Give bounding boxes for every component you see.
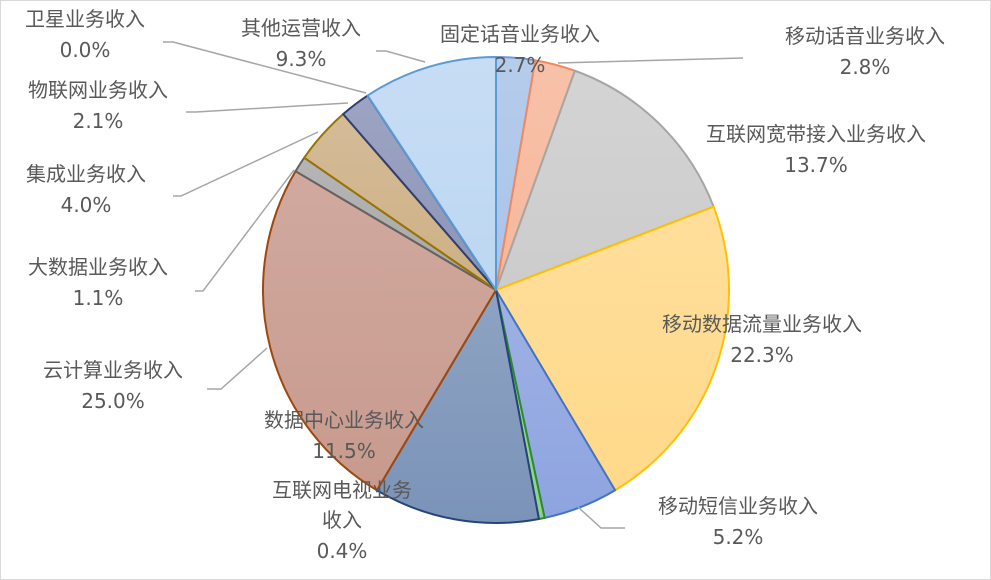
- slice-10-value-label: 4.0%: [61, 193, 112, 217]
- slice-4-wedge: [495, 205, 730, 492]
- slice-8-value-label: 25.0%: [81, 389, 145, 413]
- slice-10-category-label: 集成业务收入: [26, 162, 146, 186]
- slice-8-category-label: 云计算业务收入: [43, 358, 183, 382]
- slices-layer: [262, 56, 730, 524]
- slice-8-leader-line: [207, 347, 268, 390]
- slice-11-leader-line: [186, 102, 349, 113]
- slice-4-category-label: 移动数据流量业务收入: [662, 312, 862, 336]
- slice-9-category-label: 大数据业务收入: [28, 255, 168, 279]
- slice-2-category-label: 移动话音业务收入: [785, 24, 945, 48]
- slice-6-value-label: 0.4%: [317, 539, 368, 563]
- slice-7-wedge: [375, 289, 540, 524]
- labels-layer: 固定话音业务收入 2.7% 移动话音业务收入 2.8% 互联网宽带接入业务收入 13.7%…: [25, 7, 945, 563]
- slice-5-value-label: 5.2%: [713, 525, 764, 549]
- slice-5-category-label: 移动短信业务收入: [658, 494, 818, 518]
- slice-11-value-label: 2.1%: [73, 109, 124, 133]
- slice-7-value-label: 11.5%: [312, 439, 376, 463]
- slice-6-category-label: 收入: [322, 508, 362, 532]
- slice-13-leader-line: [376, 50, 426, 63]
- slice-1-value-label: 2.7%: [495, 53, 546, 77]
- slice-1-category-label: 固定话音业务收入: [440, 22, 600, 46]
- slice-9-value-label: 1.1%: [73, 286, 124, 310]
- slice-3-value-label: 13.7%: [784, 153, 848, 177]
- slice-3-wedge: [495, 69, 715, 291]
- slice-12-value-label: 0.0%: [60, 38, 111, 62]
- slice-7-category-label: 数据中心业务收入: [264, 408, 424, 432]
- slice-3-category-label: 互联网宽带接入业务收入: [706, 122, 926, 146]
- slice-13-category-label: 其他运营收入: [241, 16, 361, 40]
- slice-11-category-label: 物联网业务收入: [28, 78, 168, 102]
- slice-2-value-label: 2.8%: [840, 55, 891, 79]
- slice-5-leader-line: [577, 506, 625, 529]
- slice-10-leader-line: [173, 131, 319, 197]
- slice-8-wedge: [262, 170, 497, 492]
- slice-6-category-label: 互联网电视业务: [272, 478, 412, 502]
- leader-lines-layer: [163, 41, 744, 529]
- slice-12-category-label: 卫星业务收入: [25, 7, 145, 31]
- slice-9-leader-line: [195, 169, 295, 292]
- slice-13-value-label: 9.3%: [276, 47, 327, 71]
- slice-2-leader-line: [557, 57, 744, 64]
- slice-13-wedge: [366, 56, 497, 291]
- slice-4-value-label: 22.3%: [730, 343, 794, 367]
- slice-12-leader-line: [163, 41, 367, 94]
